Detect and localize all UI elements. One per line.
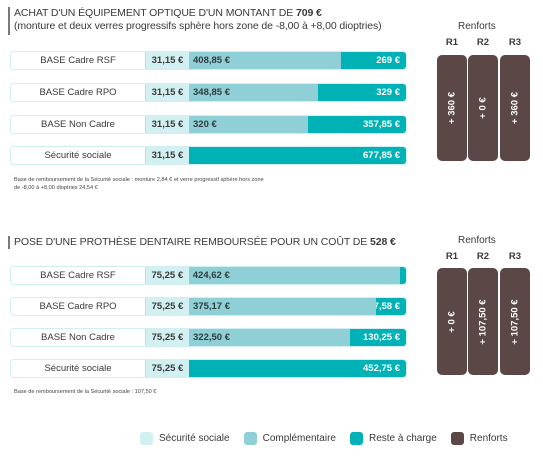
bar-reste-segment: 329 € [318, 84, 406, 101]
bar-secu-segment: 75,25 € [145, 360, 189, 377]
row-label: Sécurité sociale [11, 147, 145, 164]
legend-swatch [349, 432, 363, 445]
legend-label: Complémentaire [262, 433, 336, 444]
dentaire-title-amount: 528 € [369, 236, 396, 248]
bar-comp-segment: 320 € [189, 116, 308, 133]
bar-secu-segment: 75,25 € [144, 267, 189, 284]
bar-row: Sécurité sociale 31,15 €677,85 € [10, 146, 407, 165]
legend-item: Renforts [450, 432, 508, 445]
section-divider-optique [8, 7, 10, 35]
bar-row: Sécurité sociale 75,25 €452,75 € [10, 359, 407, 378]
dentaire-title: POSE D'UNE PROTHÈSE DENTAIRE REMBOURSÉE … [14, 236, 396, 249]
bar-comp-segment: 322,50 € [189, 329, 350, 346]
legend-swatch [140, 432, 153, 445]
bar-secu-segment: 31,15 € [145, 116, 189, 133]
renfort-label: R3 [508, 251, 522, 262]
legend-label: Reste à charge [368, 433, 437, 444]
chart-legend: Sécurité sociale Complémentaire Reste à ch… [140, 432, 522, 445]
dentaire-title-text: POSE D'UNE PROTHÈSE DENTAIRE REMBOURSÉE … [14, 236, 370, 248]
optique-note-line1: Base de remboursement de la Sécurité soc… [14, 177, 264, 183]
renfort-value: + 360 € [509, 92, 521, 124]
bar-row: BASE Non Cadre 75,25 €322,50 €130,25 € [10, 328, 407, 347]
bar-secu-segment: 31,15 € [145, 147, 189, 164]
bar-secu-segment: 75,25 € [145, 298, 189, 315]
renfort-label: R2 [476, 251, 490, 262]
renfort-bar: + 0 € [468, 55, 498, 161]
bar-secu-segment: 31,15 € [145, 52, 189, 69]
bar-comp-segment: 424,62 € [188, 267, 400, 284]
bar-reste-segment: 452,75 € [189, 360, 406, 377]
renfort-bar: + 360 € [500, 55, 530, 161]
bar-reste-segment: 130,25 € [349, 329, 406, 346]
optique-title-amount: 709 € [295, 7, 322, 19]
bar-secu-segment: 75,25 € [145, 329, 189, 346]
legend-item: Complémentaire [243, 432, 336, 445]
optique-subtitle: (monture et deux verres progressifs sphè… [14, 20, 382, 32]
legend-label: Renforts [469, 433, 508, 444]
renfort-value: + 0 € [446, 310, 458, 333]
row-label: BASE Non Cadre [11, 329, 145, 346]
renfort-label: R1 [445, 37, 459, 48]
renfort-value: + 107,50 € [477, 298, 489, 345]
optique-title-text: ACHAT D'UN ÉQUIPEMENT OPTIQUE D'UN MONTA… [14, 7, 296, 19]
bar-row: BASE Cadre RSF 31,15 €408,85 €269 € [10, 51, 407, 70]
bar-reste-segment: 677,85 € [189, 147, 406, 164]
optique-renforts-title: Renforts [458, 21, 496, 32]
legend-item: Sécurité sociale [140, 432, 230, 445]
bar-row: BASE Cadre RPO 31,15 €348,85 €329 € [10, 83, 407, 102]
bar-reste-segment: 357,85 € [307, 116, 406, 133]
bar-reste-segment: 28,13 € [400, 267, 406, 284]
legend-swatch [450, 432, 464, 445]
optique-note: Base de remboursement de la Sécurité soc… [14, 176, 264, 192]
dentaire-note-line1: Base de remboursement de la Sécurité soc… [14, 389, 157, 395]
renfort-label: R3 [508, 37, 522, 48]
renfort-value: + 360 € [446, 92, 458, 124]
bar-comp-segment: 348,85 € [189, 84, 319, 101]
row-label: BASE Cadre RSF [11, 52, 145, 69]
renfort-bar: + 107,50 € [500, 268, 530, 375]
renfort-value: + 107,50 € [509, 298, 521, 345]
dentaire-renforts-title: Renforts [458, 235, 496, 246]
renfort-bar: + 0 € [437, 268, 467, 375]
dentaire-note: Base de remboursement de la Sécurité soc… [14, 388, 156, 396]
bar-comp-segment: 408,85 € [189, 52, 341, 69]
section-divider-dentaire [8, 236, 10, 249]
renfort-bar: + 107,50 € [468, 268, 498, 375]
row-label: BASE Cadre RSF [11, 267, 145, 284]
legend-swatch [243, 432, 257, 445]
bar-reste-segment: 269 € [340, 52, 406, 69]
row-label: BASE Cadre RPO [11, 298, 145, 315]
renfort-label: R1 [445, 251, 459, 262]
optique-note-line2: de -8,00 à +8,00 dioptries 24,54 € [14, 185, 98, 191]
bar-comp-segment: 375,17 € [189, 298, 376, 315]
renfort-label: R2 [476, 37, 490, 48]
row-label: BASE Non Cadre [11, 116, 145, 133]
bar-row: BASE Non Cadre 31,15 €320 €357,85 € [10, 115, 407, 134]
legend-item: Reste à charge [349, 432, 437, 445]
bar-secu-segment: 31,15 € [145, 84, 189, 101]
row-label: Sécurité sociale [11, 360, 145, 377]
legend-label: Sécurité sociale [159, 433, 230, 444]
renfort-bar: + 360 € [437, 55, 467, 161]
renfort-value: + 0 € [477, 97, 489, 119]
bar-reste-segment: 77,58 € [375, 298, 406, 315]
row-label: BASE Cadre RPO [11, 84, 145, 101]
optique-title: ACHAT D'UN ÉQUIPEMENT OPTIQUE D'UN MONTA… [14, 7, 322, 20]
